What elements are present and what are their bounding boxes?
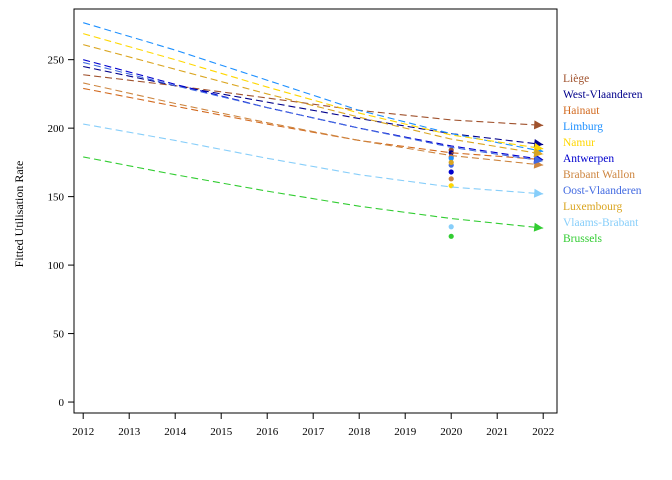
series-arrow-oost-vlaanderen <box>533 155 544 165</box>
axes: 2012 2013 2014 2015 2016 2017 2018 2019 2020 2021… <box>48 8 558 438</box>
series-line-hainaut <box>83 87 544 161</box>
y-tick-label: 200 <box>48 123 65 135</box>
x-tick-label: 2021 <box>486 426 508 438</box>
legend: Liège West-Vlaanderen Hainaut Limburg Namur A… <box>563 73 643 245</box>
legend-item-antwerpen: Antwerpen <box>563 153 614 165</box>
x-tick-label: 2014 <box>164 426 187 438</box>
x-tick-label: 2020 <box>440 426 463 438</box>
x-tick-label: 2013 <box>118 426 141 438</box>
series-line-brabant-wallon <box>83 82 544 166</box>
x-tick-label: 2017 <box>302 426 325 438</box>
series-line-luxembourg <box>83 44 544 155</box>
legend-item-brussels: Brussels <box>563 233 603 245</box>
plot-frame <box>73 8 558 414</box>
observed-point-antwerpen <box>448 169 454 175</box>
series-line-west-vlaanderen <box>83 65 544 146</box>
series-arrow-vlaams-brabant <box>533 188 544 198</box>
plot-area <box>83 22 544 239</box>
y-tick-label: 150 <box>48 192 65 204</box>
legend-item-li-ge: Liège <box>563 73 589 85</box>
observed-point-luxembourg <box>448 159 454 165</box>
series-line-namur <box>83 33 544 150</box>
y-tick-label: 100 <box>48 260 65 272</box>
series-line-brussels <box>83 156 544 229</box>
y-tick-label: 250 <box>48 55 65 67</box>
series-line-vlaams-brabant <box>83 123 544 195</box>
series-line-li-ge <box>83 74 544 126</box>
legend-item-limburg: Limburg <box>563 121 603 133</box>
x-tick-label: 2022 <box>532 426 554 438</box>
series-arrow-brussels <box>533 222 544 232</box>
series-arrow-li-ge <box>533 120 544 130</box>
observed-point-brussels <box>448 233 454 239</box>
legend-item-oost-vlaanderen: Oost-Vlaanderen <box>563 185 642 197</box>
x-tick-label: 2018 <box>348 426 371 438</box>
legend-item-vlaams-brabant: Vlaams-Brabant <box>563 217 639 229</box>
x-tick-label: 2015 <box>210 426 233 438</box>
y-tick-label: 50 <box>53 329 65 341</box>
legend-item-luxembourg: Luxembourg <box>563 201 622 213</box>
series-line-limburg <box>83 22 544 152</box>
observed-point-vlaams-brabant <box>448 224 454 230</box>
legend-item-namur: Namur <box>563 137 595 149</box>
legend-item-west-vlaanderen: West-Vlaanderen <box>563 89 643 101</box>
x-tick-label: 2019 <box>394 426 417 438</box>
observed-point-brabant-wallon <box>448 176 454 182</box>
y-axis-title: Fitted Utilisation Rate <box>12 161 26 268</box>
x-tick-label: 2016 <box>256 426 279 438</box>
y-tick-label: 0 <box>59 397 65 409</box>
x-tick-label: 2012 <box>72 426 94 438</box>
series-line-oost-vlaanderen <box>83 61 544 162</box>
series-arrow-luxembourg <box>533 148 544 158</box>
legend-item-hainaut: Hainaut <box>563 105 600 117</box>
observed-point-limburg <box>448 155 454 161</box>
observed-point-west-vlaanderen <box>448 150 454 156</box>
legend-item-brabant-wallon: Brabant Wallon <box>563 169 635 181</box>
